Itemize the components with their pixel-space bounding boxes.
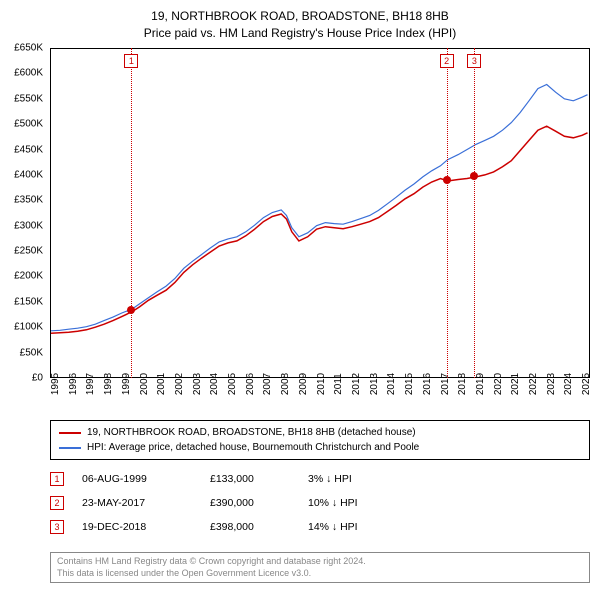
y-tick-label: £400K (0, 169, 43, 180)
marker-dot (127, 306, 135, 314)
y-tick-label: £50K (0, 347, 43, 358)
transaction-date: 06-AUG-1999 (82, 473, 192, 485)
legend: 19, NORTHBROOK ROAD, BROADSTONE, BH18 8H… (50, 420, 590, 460)
transaction-row: 2 23-MAY-2017 £390,000 10% ↓ HPI (50, 496, 590, 510)
title-line2: Price paid vs. HM Land Registry's House … (0, 25, 600, 42)
marker-line (474, 48, 475, 378)
transaction-date: 19-DEC-2018 (82, 521, 192, 533)
y-tick-label: £250K (0, 246, 43, 257)
transaction-marker: 3 (50, 520, 64, 534)
footer-line1: Contains HM Land Registry data © Crown c… (57, 556, 583, 568)
legend-swatch (59, 432, 81, 434)
legend-label: 19, NORTHBROOK ROAD, BROADSTONE, BH18 8H… (87, 425, 416, 440)
y-tick-label: £500K (0, 119, 43, 130)
y-tick-label: £300K (0, 220, 43, 231)
legend-label: HPI: Average price, detached house, Bour… (87, 440, 419, 455)
marker-box: 1 (124, 54, 138, 68)
marker-dot (443, 176, 451, 184)
transaction-hpi: 10% ↓ HPI (308, 497, 358, 509)
marker-dot (470, 172, 478, 180)
legend-item: HPI: Average price, detached house, Bour… (59, 440, 581, 455)
marker-line (447, 48, 448, 378)
marker-box: 2 (440, 54, 454, 68)
transaction-price: £133,000 (210, 473, 290, 485)
x-tick-label: 2025 (581, 373, 600, 395)
y-tick-label: £150K (0, 296, 43, 307)
footer-line2: This data is licensed under the Open Gov… (57, 568, 583, 580)
transaction-date: 23-MAY-2017 (82, 497, 192, 509)
title-line1: 19, NORTHBROOK ROAD, BROADSTONE, BH18 8H… (0, 8, 600, 25)
transaction-hpi: 3% ↓ HPI (308, 473, 352, 485)
y-tick-label: £350K (0, 195, 43, 206)
footer-attribution: Contains HM Land Registry data © Crown c… (50, 552, 590, 583)
transaction-price: £390,000 (210, 497, 290, 509)
legend-swatch (59, 447, 81, 449)
y-tick-label: £450K (0, 144, 43, 155)
legend-item: 19, NORTHBROOK ROAD, BROADSTONE, BH18 8H… (59, 425, 581, 440)
transaction-hpi: 14% ↓ HPI (308, 521, 358, 533)
y-tick-label: £550K (0, 93, 43, 104)
marker-box: 3 (467, 54, 481, 68)
title-block: 19, NORTHBROOK ROAD, BROADSTONE, BH18 8H… (0, 0, 600, 42)
transaction-marker: 2 (50, 496, 64, 510)
transaction-row: 3 19-DEC-2018 £398,000 14% ↓ HPI (50, 520, 590, 534)
y-tick-label: £600K (0, 68, 43, 79)
transaction-marker: 1 (50, 472, 64, 486)
marker-line (131, 48, 132, 378)
y-tick-label: £200K (0, 271, 43, 282)
transactions-table: 1 06-AUG-1999 £133,000 3% ↓ HPI 2 23-MAY-2017… (50, 462, 590, 544)
chart-container: 19, NORTHBROOK ROAD, BROADSTONE, BH18 8H… (0, 0, 600, 590)
transaction-row: 1 06-AUG-1999 £133,000 3% ↓ HPI (50, 472, 590, 486)
transaction-price: £398,000 (210, 521, 290, 533)
y-tick-label: £650K (0, 43, 43, 54)
y-tick-label: £0 (0, 373, 43, 384)
y-tick-label: £100K (0, 322, 43, 333)
